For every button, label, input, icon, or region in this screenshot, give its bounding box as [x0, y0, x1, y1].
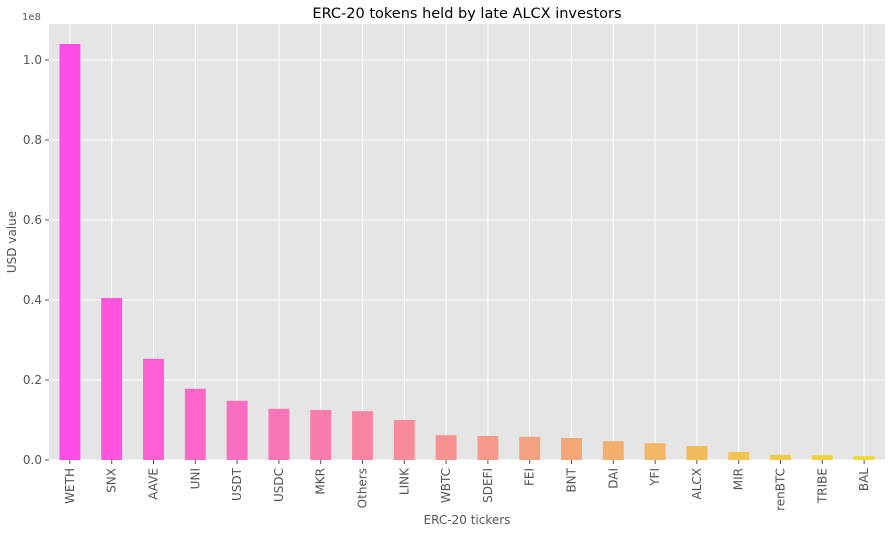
bar-mkr — [310, 410, 332, 460]
bar-renbtc — [770, 454, 791, 460]
bar-yfi — [644, 443, 666, 460]
bar-weth — [59, 44, 81, 460]
x-tick-label: MKR — [314, 468, 328, 495]
x-tick-label: DAI — [606, 468, 620, 489]
x-tick-label: YFI — [648, 468, 662, 487]
x-tick-label: AAVE — [147, 468, 161, 500]
x-tick-label: SNX — [105, 468, 119, 493]
plot-background — [49, 24, 885, 460]
x-axis-ticks: WETH SNX AAVE UNI USDT USDC MKR Others LINK WBTC S… — [63, 460, 871, 511]
y-tick-label: 0.2 — [23, 373, 42, 387]
y-axis-ticks: 0.0 0.2 0.4 0.6 0.8 1.0 — [23, 53, 49, 467]
y-tick-label: 1.0 — [23, 53, 42, 67]
x-tick-label: renBTC — [774, 468, 788, 511]
chart-title: ERC-20 tokens held by late ALCX investor… — [312, 6, 621, 22]
y-tick-label: 0.8 — [23, 133, 42, 147]
bar-bal — [853, 456, 875, 460]
bar-wbtc — [435, 435, 457, 460]
x-tick-label: Others — [356, 468, 370, 508]
y-axis-label: USD value — [5, 211, 19, 273]
bar-fei — [519, 436, 541, 460]
x-tick-label: MIR — [732, 468, 746, 490]
y-tick-label: 0.4 — [23, 293, 42, 307]
bar-dai — [602, 441, 624, 460]
x-axis-label: ERC-20 tickers — [424, 513, 511, 527]
bar-others — [352, 411, 373, 460]
bar-usdc — [268, 408, 290, 460]
y-tick-label: 0.6 — [23, 213, 42, 227]
bar-bnt — [561, 438, 582, 460]
x-tick-label: WETH — [63, 468, 77, 504]
x-tick-label: USDC — [272, 468, 286, 502]
x-tick-label: UNI — [188, 468, 202, 489]
bars — [59, 44, 875, 460]
bar-mir — [728, 452, 750, 460]
x-tick-label: FEI — [523, 468, 537, 486]
grid-lines — [49, 24, 885, 461]
bar-aave — [143, 358, 164, 460]
bar-link — [393, 420, 415, 460]
bar-tribe — [811, 455, 833, 460]
y-offset-label: 1e8 — [22, 12, 41, 23]
x-tick-label: USDT — [230, 467, 244, 501]
x-tick-label: ALCX — [690, 468, 704, 500]
x-tick-label: BAL — [857, 468, 871, 491]
bar-sdefi — [477, 436, 499, 460]
bar-snx — [101, 298, 123, 460]
bar-uni — [184, 388, 206, 460]
bar-alcx — [686, 446, 708, 460]
x-tick-label: TRIBE — [815, 468, 829, 504]
y-tick-label: 0.0 — [23, 453, 42, 467]
x-tick-label: BNT — [565, 467, 579, 492]
x-tick-label: LINK — [397, 467, 411, 495]
bar-usdt — [226, 400, 248, 460]
x-tick-label: SDEFI — [481, 468, 495, 503]
x-tick-label: WBTC — [439, 468, 453, 503]
